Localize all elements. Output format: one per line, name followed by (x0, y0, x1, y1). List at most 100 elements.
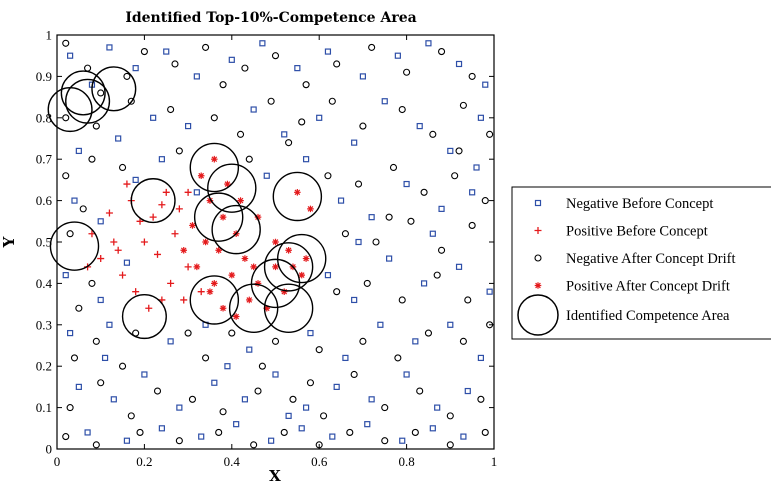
competence-area-circle (276, 233, 327, 284)
negative-after-point (486, 130, 494, 138)
positive-before-point (123, 180, 131, 188)
positive-before-point (162, 188, 170, 196)
negative-after-point (171, 60, 179, 68)
negative-before-point (263, 172, 270, 179)
negative-after-point (202, 43, 210, 51)
positive-after-point (272, 238, 279, 246)
y-tick-label: 0.4 (36, 276, 53, 291)
negative-after-point (302, 81, 310, 89)
negative-after-point (381, 404, 389, 412)
negative-before-point (482, 81, 489, 88)
negative-after-point (140, 48, 148, 56)
negative-before-point (233, 421, 240, 428)
competence-area-circle (189, 142, 240, 193)
negative-before-point (394, 52, 401, 59)
negative-after-point (258, 362, 266, 370)
x-tick-label: 1 (491, 454, 498, 469)
competence-areas-layer (47, 66, 327, 340)
negative-before-point (285, 412, 292, 419)
negative-after-point (254, 387, 262, 395)
positive-after-point (307, 205, 314, 213)
negative-after-point (346, 428, 354, 436)
negative-after-point (381, 437, 389, 445)
negative-after-point (324, 172, 332, 180)
negative-after-point (184, 329, 192, 337)
negative-after-point (92, 122, 100, 130)
negative-before-point (67, 52, 74, 59)
negative-after-point (438, 246, 446, 254)
negative-after-point (66, 404, 74, 412)
negative-before-point (460, 433, 467, 440)
competence-area-circle (250, 258, 301, 309)
competence-area-circle (121, 293, 167, 340)
negative-before-point (250, 106, 257, 113)
positive-after-point (228, 271, 236, 279)
positive-after-point (197, 172, 205, 180)
negative-before-point (193, 73, 200, 80)
competence-area-circle (65, 78, 111, 124)
negative-before-point (185, 122, 192, 130)
positive-after-point (215, 246, 222, 254)
negative-before-point (259, 40, 266, 47)
negative-before-point (224, 363, 231, 370)
negative-after-point (372, 238, 380, 246)
negative-before-point (333, 383, 340, 390)
positive-before-point (105, 209, 113, 217)
competence-area-circle (91, 66, 137, 112)
positive-before-point (175, 205, 183, 213)
negative-before-point (158, 425, 165, 432)
negative-after-point (433, 271, 441, 279)
negative-before-point (355, 238, 362, 246)
negative-after-point (438, 48, 446, 56)
positive-before-point (158, 201, 166, 209)
positive-before-point (149, 213, 157, 221)
y-tick-label: 0.7 (36, 152, 53, 167)
x-axis-ticks: 0 0.2 0.4 0.6 0.8 1 (54, 35, 498, 469)
negative-after-point (333, 288, 341, 296)
negative-before-point (246, 346, 253, 353)
negative-after-point (136, 428, 144, 436)
legend-marker-competence-area (517, 294, 559, 336)
competence-area-circle (189, 275, 240, 325)
y-tick-label: 0.1 (36, 400, 52, 415)
legend: Negative Before Concept Positive Before C… (511, 186, 771, 340)
competence-area-circle (263, 242, 314, 292)
negative-after-point (341, 230, 349, 238)
negative-after-point (481, 197, 489, 205)
negative-before-point (455, 263, 463, 270)
positive-after-point (280, 288, 288, 295)
negative-after-point (123, 72, 131, 80)
y-tick-label: 0.6 (36, 193, 53, 208)
negative-after-point (250, 441, 258, 449)
negative-after-point (241, 64, 249, 72)
negative-before-point (368, 214, 375, 221)
negative-after-point (97, 89, 105, 97)
negative-after-point (459, 337, 467, 345)
legend-marker-negative-after-point (534, 254, 542, 262)
negative-after-point (333, 60, 341, 68)
negative-after-point (175, 147, 183, 155)
legend-label: Positive Before Concept (566, 224, 708, 240)
negative-after-point (188, 395, 197, 403)
negative-before-point (123, 259, 131, 266)
negative-before-point (141, 371, 148, 378)
negative-after-point (416, 387, 424, 395)
legend-marker-negative-before-point (534, 199, 542, 207)
negative-after-point (363, 279, 371, 287)
negative-before-point (115, 135, 122, 142)
negative-before-point (368, 396, 375, 403)
negative-before-point (132, 176, 139, 183)
x-tick-label: 0.4 (224, 454, 241, 469)
negative-before-point (416, 122, 423, 130)
positive-after-point (263, 304, 271, 312)
negative-before-point (455, 60, 463, 68)
negative-before-point (97, 296, 104, 304)
legend-label: Positive After Concept Drift (566, 279, 730, 295)
negative-before-point (281, 131, 288, 138)
legend-label: Negative After Concept Drift (566, 251, 736, 267)
positive-before-point (110, 238, 118, 246)
positive-before-point (197, 288, 205, 296)
positive-before-point (180, 296, 188, 304)
positive-before-point (167, 279, 175, 287)
negative-before-point (316, 114, 323, 121)
